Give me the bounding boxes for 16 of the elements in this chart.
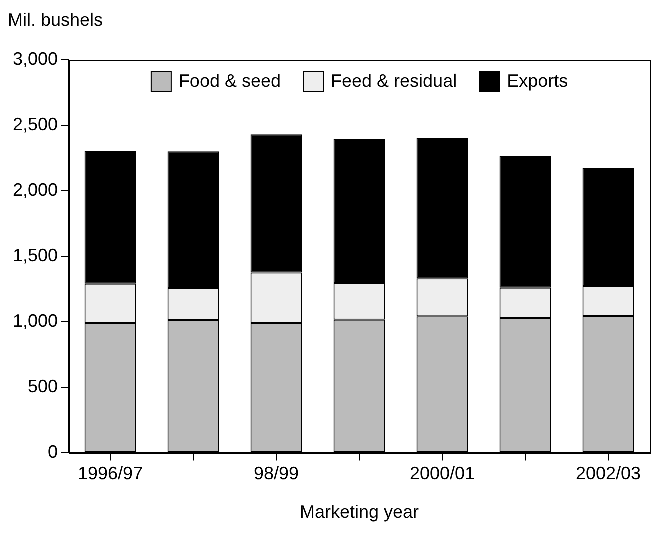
y-tick-label: 2,000 [12,180,58,200]
y-tick-label: 3,000 [12,48,58,69]
x-tick-label: 98/99 [254,464,300,484]
x-tick-label: 2002/03 [576,464,642,484]
legend-label: Feed & residual [331,70,458,91]
x-tick-label: 2000/01 [410,464,476,484]
y-tick-label: 500 [28,376,58,396]
y-tick-label: 1,000 [12,310,58,331]
x-axis-title: Marketing year [300,502,420,522]
y-tick-label: 2,500 [12,114,58,134]
y-axis-title: Mil. bushels [8,10,104,31]
legend-label: Food & seed [178,70,282,91]
x-tick-label: 1996/97 [78,464,144,484]
y-tick-label: 0 [48,442,58,462]
y-tick-label: 1,500 [12,245,58,266]
legend-label: Exports [507,70,568,91]
